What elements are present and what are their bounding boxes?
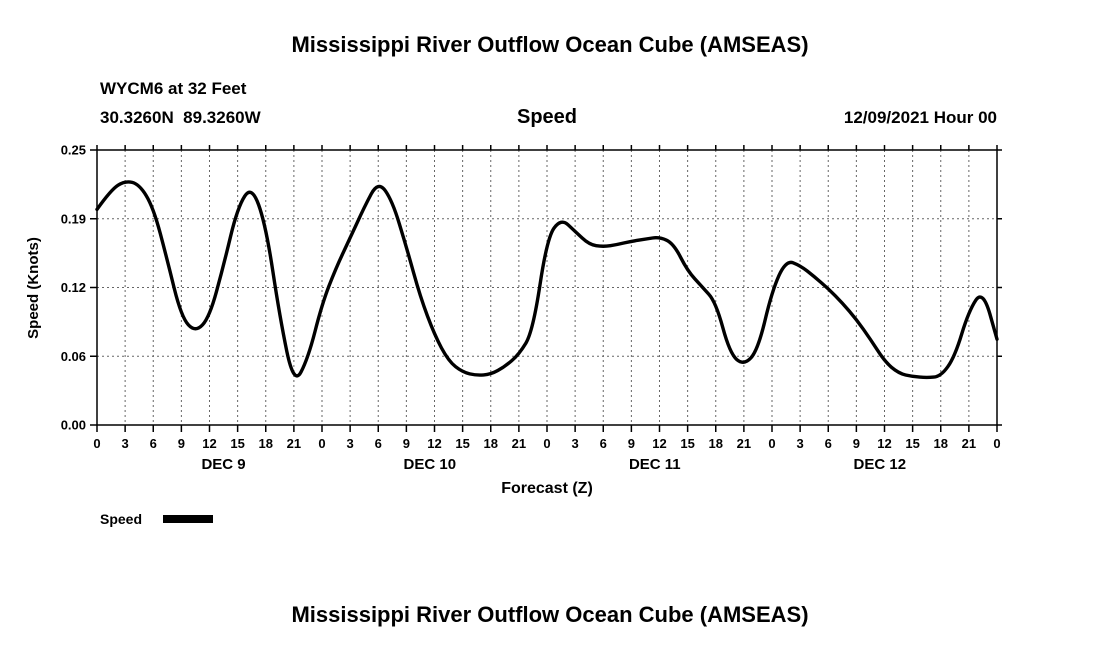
speed-line (95, 180, 999, 380)
run-time-label: 12/09/2021 Hour 00 (844, 108, 997, 127)
x-tick-label: 6 (375, 436, 382, 451)
x-tick-label: 18 (259, 436, 273, 451)
x-tick-label: 0 (93, 436, 100, 451)
x-tick-label: 9 (178, 436, 185, 451)
x-tick-label: 15 (230, 436, 244, 451)
x-tick-label: 12 (877, 436, 891, 451)
bottom-title: Mississippi River Outflow Ocean Cube (AM… (291, 602, 808, 627)
x-tick-label: 15 (455, 436, 469, 451)
y-tick-label: 0.25 (61, 143, 86, 158)
x-tick-label: 12 (202, 436, 216, 451)
x-tick-label: 9 (403, 436, 410, 451)
x-tick-label: 15 (905, 436, 919, 451)
x-tick-label: 0 (993, 436, 1000, 451)
station-id: WYCM6 at 32 Feet (100, 79, 247, 98)
x-tick-label: 6 (825, 436, 832, 451)
x-tick-label: 0 (318, 436, 325, 451)
x-tick-label: 18 (934, 436, 948, 451)
legend-label: Speed (100, 511, 142, 527)
x-tick-label: 12 (427, 436, 441, 451)
x-tick-label: 3 (797, 436, 804, 451)
day-label: DEC 12 (854, 456, 907, 473)
x-tick-label: 6 (150, 436, 157, 451)
y-axis-title: Speed (Knots) (25, 237, 42, 339)
x-tick-label: 3 (122, 436, 129, 451)
plot-subtitle: Speed (517, 106, 577, 128)
x-tick-label: 21 (287, 436, 301, 451)
x-tick-label: 21 (737, 436, 751, 451)
station-coords: 30.3260N 89.3260W (100, 108, 262, 127)
x-tick-label: 18 (709, 436, 723, 451)
x-tick-label: 3 (347, 436, 354, 451)
day-label: DEC 10 (404, 456, 457, 473)
x-tick-label: 12 (652, 436, 666, 451)
plot-area: 0 3 6 9 12 15 18 21 0 3 6 9 12 15 18 21 0 3 6 9 12 15 18 21 0 3 6 9… (61, 143, 1002, 473)
y-tick-label: 0.12 (61, 280, 86, 295)
y-tick-label: 0.19 (61, 211, 86, 226)
x-tick-label: 9 (853, 436, 860, 451)
page-title: Mississippi River Outflow Ocean Cube (AM… (291, 32, 808, 57)
x-tick-label: 18 (484, 436, 498, 451)
x-tick-label: 0 (543, 436, 550, 451)
x-tick-label: 0 (768, 436, 775, 451)
legend-swatch (163, 515, 213, 523)
x-tick-label: 15 (680, 436, 694, 451)
y-tick-label: 0.00 (61, 418, 86, 433)
x-tick-label: 3 (572, 436, 579, 451)
plot-frame (96, 149, 998, 426)
day-label: DEC 11 (629, 456, 681, 473)
x-tick-label: 21 (962, 436, 976, 451)
x-tick-label: 6 (600, 436, 607, 451)
x-tick-label: 21 (512, 436, 526, 451)
y-tick-label: 0.06 (61, 349, 86, 364)
x-axis-title: Forecast (Z) (501, 480, 593, 497)
day-label: DEC 9 (201, 456, 245, 473)
x-tick-label: 9 (628, 436, 635, 451)
